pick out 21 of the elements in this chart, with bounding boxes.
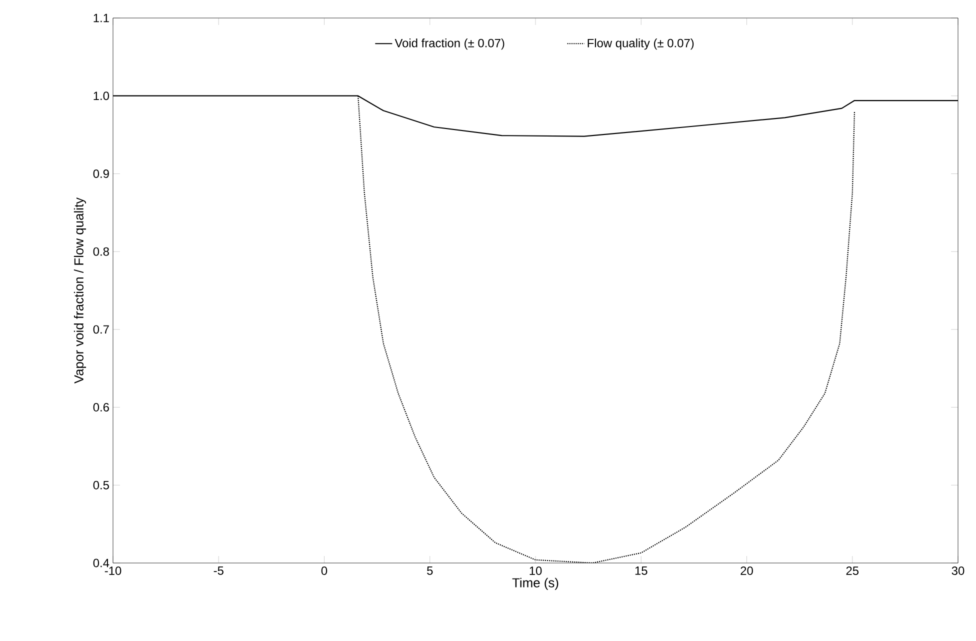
y-tick-label: 0.5 [93, 480, 109, 490]
y-axis-title: Vapor void fraction / Flow quality [74, 197, 86, 384]
x-tick-label: -5 [214, 566, 224, 575]
x-tick-label: 15 [635, 566, 648, 575]
x-tick-label: 20 [740, 566, 753, 575]
x-axis-title: Time (s) [512, 578, 558, 590]
y-tick-label: 0.6 [93, 403, 109, 412]
x-tick-label: -10 [104, 566, 122, 575]
x-tick-label: 0 [321, 566, 328, 575]
y-tick-label: 1.1 [94, 14, 109, 22]
y-tick-label: 0.4 [93, 558, 110, 568]
x-tick-label: 30 [952, 566, 964, 575]
legend-label: Void fraction (± 0.07) [394, 38, 504, 50]
y-tick-label: 0.7 [93, 325, 109, 334]
y-tick-label: 0.8 [93, 247, 109, 256]
y-tick-label: 0.9 [93, 169, 109, 178]
x-tick-label: 25 [846, 566, 859, 575]
y-tick-label: 1.0 [94, 92, 110, 100]
x-tick-label: 10 [530, 566, 542, 575]
legend-label: Flow quality (± 0.07) [588, 38, 694, 50]
x-tick-label: 5 [427, 566, 433, 575]
